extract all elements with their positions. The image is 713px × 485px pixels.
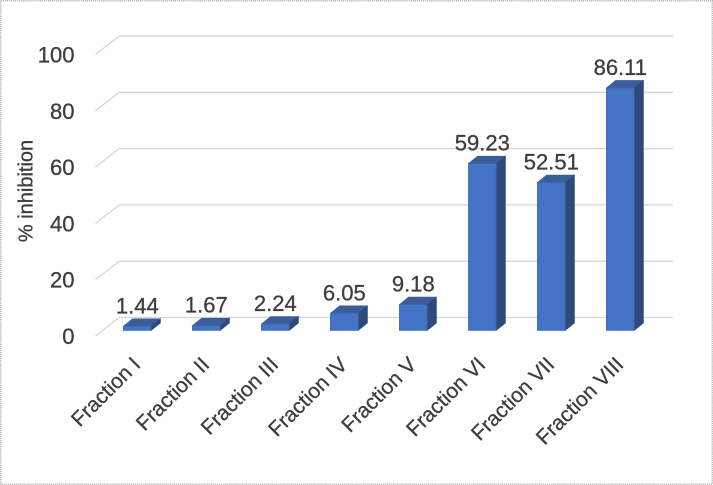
svg-text:59.23: 59.23 bbox=[455, 131, 510, 156]
svg-text:40: 40 bbox=[50, 211, 74, 236]
svg-text:86.11: 86.11 bbox=[594, 55, 647, 80]
svg-text:2.24: 2.24 bbox=[254, 291, 297, 316]
svg-text:60: 60 bbox=[50, 155, 74, 180]
svg-text:52.51: 52.51 bbox=[524, 150, 579, 175]
svg-text:80: 80 bbox=[50, 99, 74, 124]
svg-text:100: 100 bbox=[38, 43, 75, 68]
svg-text:1.67: 1.67 bbox=[185, 293, 228, 318]
svg-text:9.18: 9.18 bbox=[392, 272, 435, 297]
svg-text:1.44: 1.44 bbox=[116, 293, 159, 318]
svg-text:0: 0 bbox=[62, 324, 74, 349]
svg-text:6.05: 6.05 bbox=[323, 280, 366, 305]
svg-text:% inhibition: % inhibition bbox=[16, 140, 38, 242]
svg-text:20: 20 bbox=[50, 268, 74, 293]
